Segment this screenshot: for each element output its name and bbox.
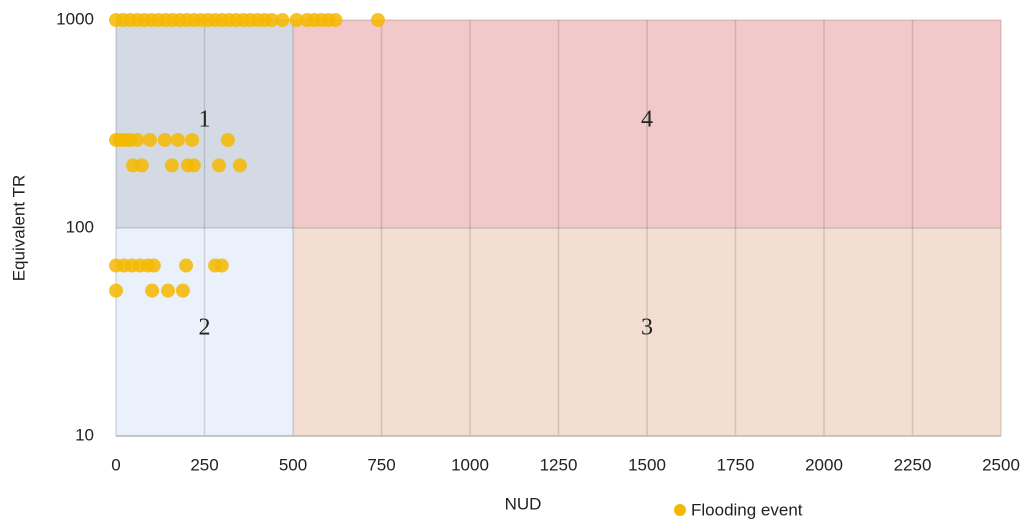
region (293, 228, 1001, 436)
region (293, 20, 1001, 228)
x-tick-label: 2250 (894, 455, 932, 474)
data-point (175, 283, 190, 298)
data-point (275, 13, 290, 27)
y-tick-label: 1000 (56, 9, 94, 28)
x-tick-label: 1250 (540, 455, 578, 474)
legend-label: Flooding event (691, 500, 803, 519)
data-point (161, 283, 176, 298)
data-point (289, 13, 304, 27)
data-point (186, 158, 201, 173)
data-point (214, 258, 229, 273)
data-point (328, 13, 343, 27)
data-point (264, 13, 279, 27)
y-tick-label: 100 (66, 217, 94, 236)
data-point (220, 132, 235, 147)
data-point (146, 258, 161, 273)
x-tick-label: 1000 (451, 455, 489, 474)
x-tick-label: 2500 (982, 455, 1020, 474)
data-point (185, 132, 200, 147)
data-point (370, 13, 385, 27)
x-tick-label: 500 (279, 455, 307, 474)
x-axis-label: NUD (505, 494, 542, 513)
x-tick-label: 750 (367, 455, 395, 474)
data-point (130, 132, 145, 147)
data-point (164, 158, 179, 173)
data-point (212, 158, 227, 173)
data-point (157, 132, 172, 147)
data-point (145, 283, 160, 298)
y-tick-label: 10 (75, 425, 94, 444)
region (116, 20, 293, 228)
x-tick-label: 2000 (805, 455, 843, 474)
legend-marker (674, 504, 686, 516)
data-point (109, 283, 123, 298)
region-label: 3 (641, 315, 653, 341)
data-point (179, 258, 194, 273)
data-point (142, 132, 157, 147)
region-label: 4 (641, 107, 653, 133)
x-tick-label: 0 (111, 455, 120, 474)
region-label: 2 (199, 315, 211, 341)
x-tick-label: 1500 (628, 455, 666, 474)
data-point (134, 158, 149, 173)
data-point (232, 158, 247, 173)
x-tick-label: 1750 (717, 455, 755, 474)
x-tick-label: 250 (190, 455, 218, 474)
y-axis-label: Equivalent TR (9, 175, 28, 281)
data-point (170, 132, 185, 147)
region-label: 1 (199, 107, 211, 133)
